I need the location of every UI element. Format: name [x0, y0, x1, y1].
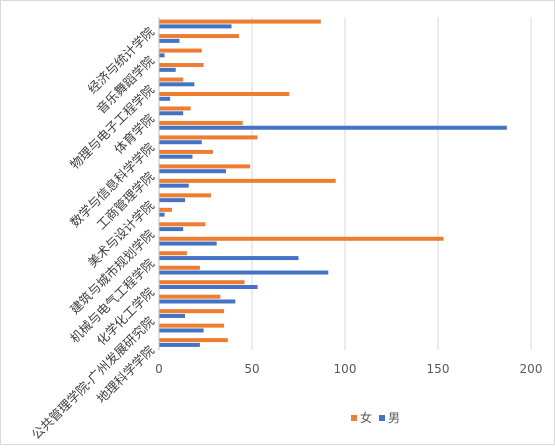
bar-male [159, 125, 507, 130]
y-category-label: 公共管理学院-广州发展研究院 [28, 313, 157, 442]
x-axis-tick-labels: 0 50 100 150 200 [155, 362, 542, 376]
bar-female [159, 323, 225, 328]
bar-male [159, 313, 186, 318]
bar-female [159, 178, 336, 183]
bar-male [159, 256, 299, 261]
bar-male [159, 140, 202, 145]
bar-female [159, 309, 225, 314]
bar-female [159, 236, 444, 241]
legend-label: 女 [360, 410, 372, 425]
bar-female [159, 91, 290, 96]
bar-female [159, 19, 321, 24]
bar-male [159, 38, 180, 43]
legend-label: 男 [388, 411, 400, 425]
x-tick-label: 200 [520, 362, 543, 376]
bar-female [159, 48, 202, 53]
bar-male [159, 67, 176, 72]
bar-male [159, 328, 204, 333]
legend-swatch [379, 415, 385, 421]
bar-male [159, 96, 171, 101]
bar-female [159, 338, 228, 343]
bar-male [159, 198, 186, 203]
y-axis-category-labels: 经济与统计学院音乐舞蹈学院物理与电子工程学院体育学院数学与信息科学学院工商管理学… [28, 24, 157, 443]
bar-male [159, 212, 165, 217]
bar-female [159, 222, 206, 227]
bar-female [159, 120, 243, 125]
bar-female [159, 135, 258, 140]
x-tick-label: 50 [244, 362, 259, 376]
gridlines [251, 17, 532, 350]
bar-male [159, 24, 232, 29]
bar-male [159, 227, 184, 232]
bar-male [159, 154, 193, 159]
bar-female [159, 193, 212, 198]
bar-female [159, 106, 191, 111]
bar-male [159, 299, 236, 304]
x-tick-label: 100 [334, 362, 357, 376]
bar-female [159, 77, 184, 82]
legend: 女男 [351, 410, 400, 425]
legend-swatch [351, 415, 357, 421]
bar-male [159, 53, 165, 58]
bar-female [159, 164, 251, 169]
bar-female [159, 294, 221, 299]
bar-female [159, 149, 213, 154]
bar-male [159, 241, 217, 246]
bar-female [159, 280, 245, 285]
bar-male [159, 169, 226, 174]
bar-male [159, 270, 329, 275]
bar-female [159, 265, 200, 270]
bar-male [159, 342, 200, 347]
bar-male [159, 82, 195, 87]
bar-female [159, 251, 187, 256]
bar-male [159, 183, 189, 188]
bar-female [159, 34, 239, 39]
x-tick-label: 0 [155, 362, 163, 376]
bar-male [159, 285, 258, 290]
bar-female [159, 207, 173, 212]
bar-male [159, 111, 184, 116]
bar-female [159, 63, 204, 68]
bars [159, 19, 507, 347]
x-tick-label: 150 [427, 362, 450, 376]
